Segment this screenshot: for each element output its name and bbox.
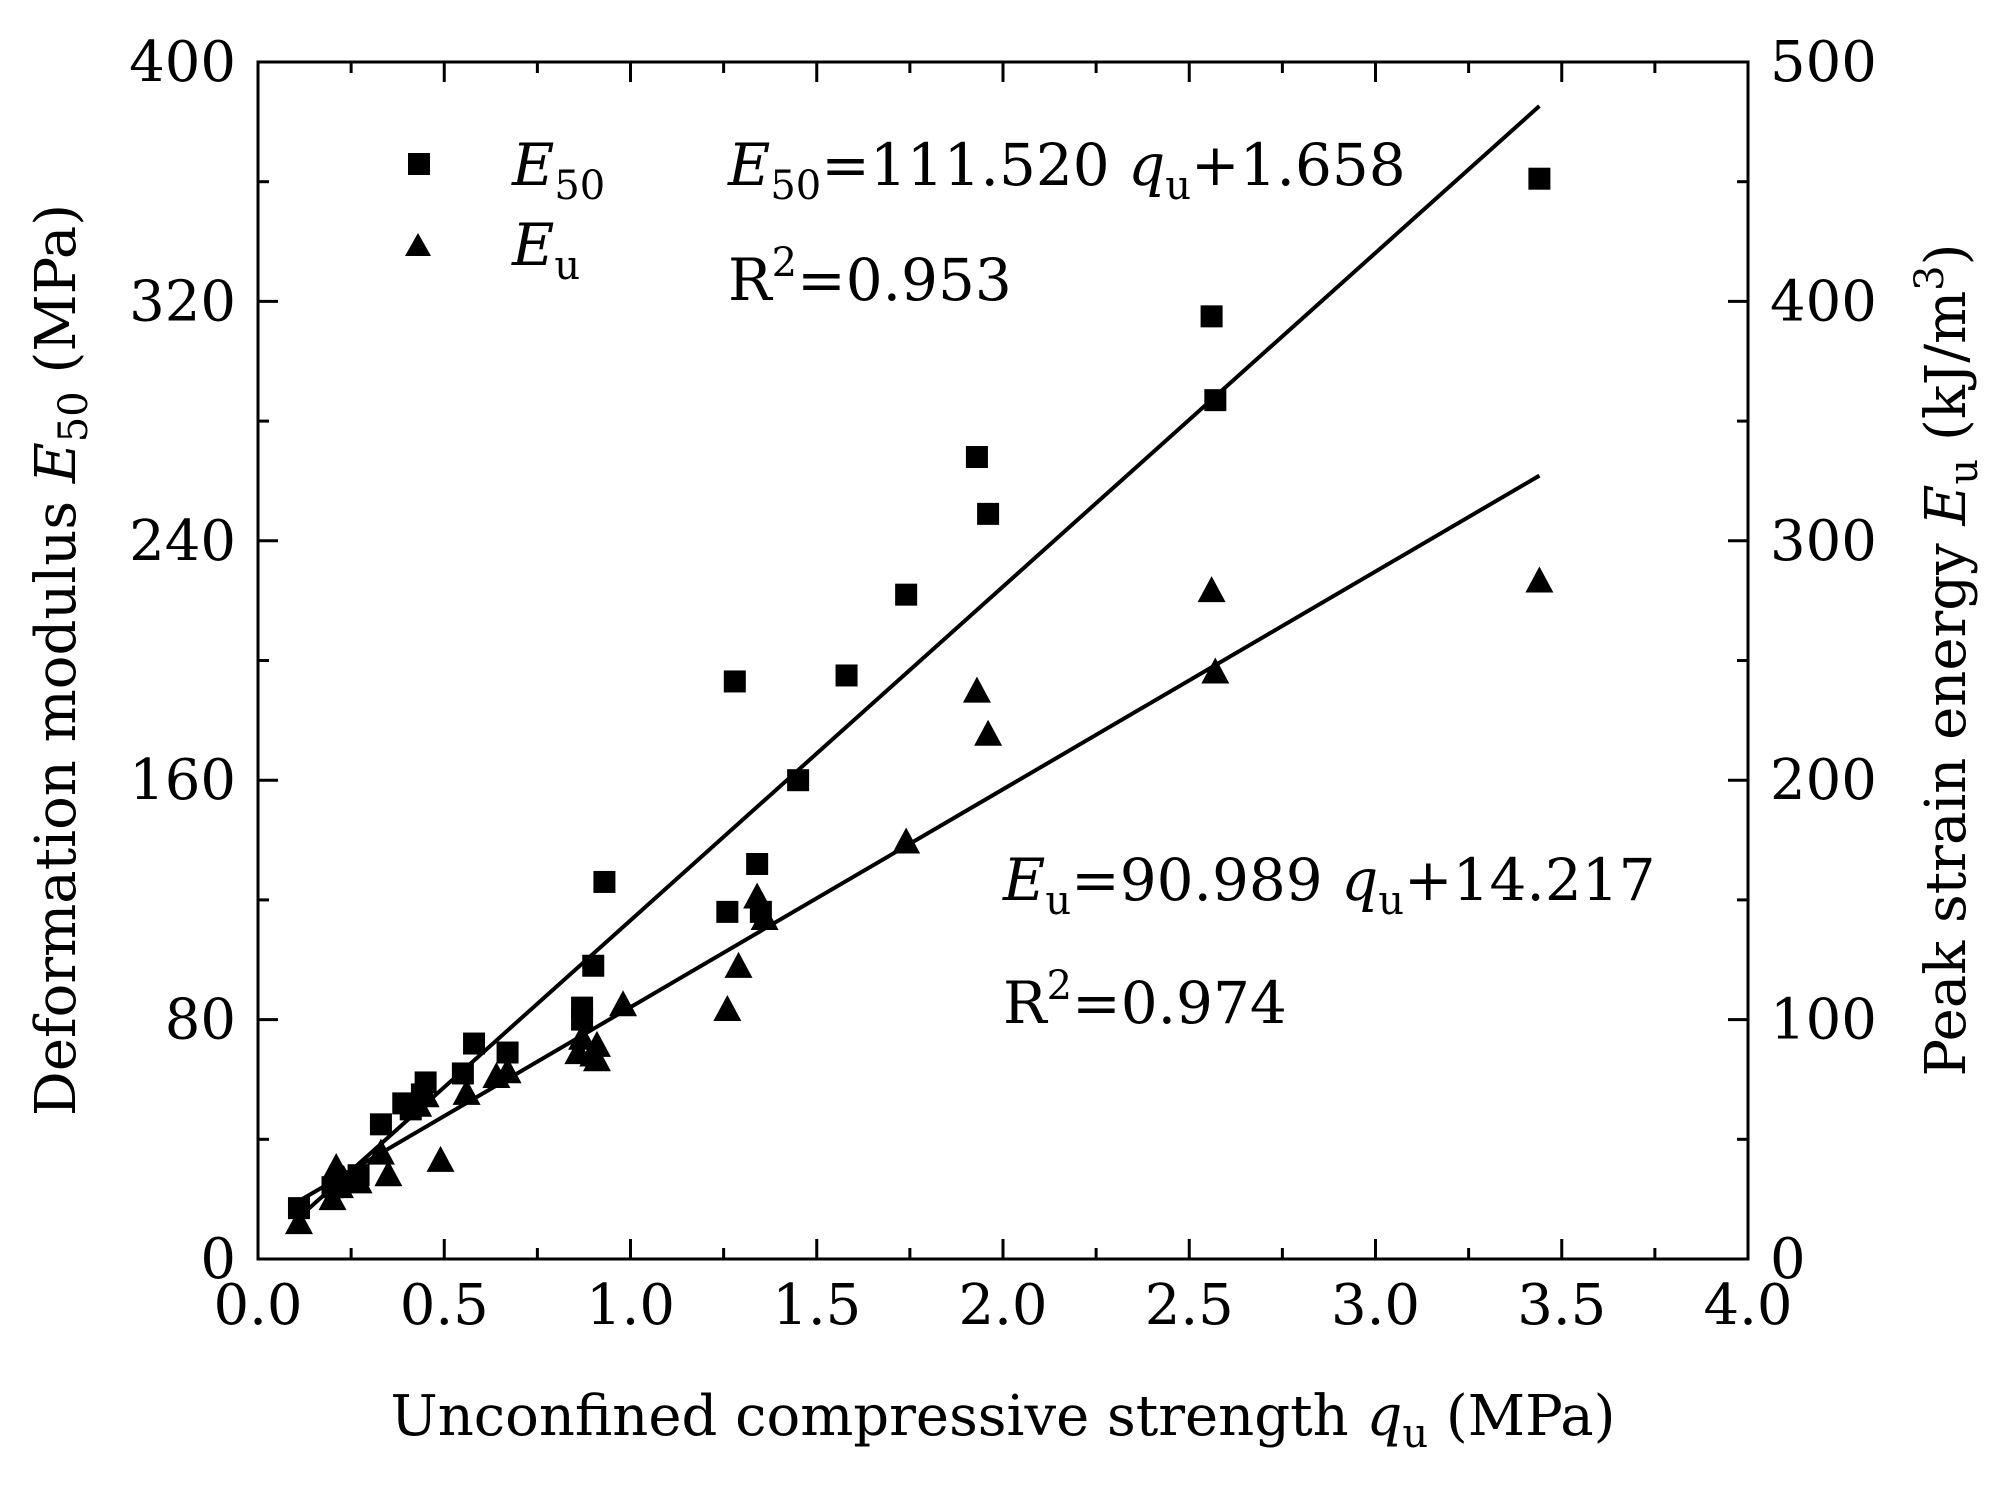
eu-r2: R2=0.974 <box>1003 963 1287 1037</box>
y-right-tick-label: 300 <box>1770 509 1877 574</box>
x-tick-label: 4.0 <box>1703 1273 1792 1338</box>
x-tick-label: 1.5 <box>772 1273 861 1338</box>
point-eu <box>582 1030 611 1057</box>
y-left-axis-title: Deformation modulus E50 (MPa) <box>24 204 97 1116</box>
legend-marker-square <box>408 153 430 175</box>
y-right-tick-label: 100 <box>1770 988 1877 1053</box>
point-eu <box>452 1078 481 1105</box>
point-e50 <box>977 502 1000 525</box>
y-right-tick-label: 500 <box>1770 30 1877 95</box>
point-e50 <box>571 996 594 1019</box>
point-e50 <box>965 446 988 469</box>
legend-label-eu: Eu <box>511 211 580 289</box>
x-tick-label: 3.5 <box>1517 1273 1606 1338</box>
x-axis-title: Unconfined compressive strength qu (MPa) <box>391 1384 1616 1457</box>
y-left-tick-label: 320 <box>129 269 236 334</box>
point-e50 <box>1204 389 1227 412</box>
y-left-tick-label: 160 <box>129 748 236 813</box>
point-eu <box>609 990 638 1017</box>
point-eu <box>713 995 742 1022</box>
legend-marker-triangle <box>405 233 431 256</box>
x-tick-label: 0.0 <box>213 1273 302 1338</box>
legend: E50 Eu <box>405 131 605 289</box>
point-e50 <box>593 870 616 893</box>
y-right-tick-label: 200 <box>1770 748 1877 813</box>
y-right-tick-label: 400 <box>1770 269 1877 334</box>
point-eu <box>568 1023 597 1050</box>
point-e50 <box>723 670 746 693</box>
point-eu <box>743 882 772 909</box>
e50-equation: E50=111.520 qu+1.658 <box>727 131 1406 209</box>
point-e50 <box>496 1041 519 1064</box>
y-right-tick-label: 0 <box>1770 1227 1806 1292</box>
point-eu <box>374 1160 403 1187</box>
point-eu <box>974 719 1003 746</box>
fit-line-eu <box>297 473 1541 1203</box>
point-e50 <box>451 1062 474 1085</box>
plot-frame <box>256 60 1750 1261</box>
point-eu <box>1525 566 1554 593</box>
x-tick-label: 2.5 <box>1145 1273 1234 1338</box>
point-eu <box>284 1208 313 1235</box>
point-e50 <box>787 769 810 792</box>
axis-ticks <box>256 60 1750 1261</box>
point-e50 <box>1528 167 1551 190</box>
point-eu <box>366 1138 395 1165</box>
x-tick-labels: 0.0 0.5 1.0 1.5 2.0 2.5 3.0 3.5 4.0 <box>213 1273 1792 1338</box>
fit-line-e50 <box>297 104 1541 1219</box>
point-e50 <box>835 664 858 687</box>
point-eu <box>344 1167 373 1194</box>
y-right-tick-labels: 0 100 200 300 400 500 <box>1770 30 1877 1292</box>
point-eu <box>411 1081 440 1108</box>
y-left-tick-labels: 0 80 160 240 320 400 <box>129 30 236 1292</box>
y-right-axis-title: Peak strain energy Eu (kJ/m3) <box>1907 244 1987 1077</box>
point-eu <box>493 1057 522 1084</box>
point-e50 <box>1200 305 1223 328</box>
x-tick-label: 1.0 <box>586 1273 675 1338</box>
point-eu <box>426 1145 455 1172</box>
y-left-tick-label: 80 <box>165 988 236 1053</box>
point-eu <box>892 827 921 854</box>
x-tick-label: 2.0 <box>958 1273 1047 1338</box>
point-eu <box>724 951 753 978</box>
x-tick-label: 0.5 <box>400 1273 489 1338</box>
point-e50 <box>716 900 739 923</box>
point-e50 <box>463 1032 486 1055</box>
point-eu <box>582 1045 611 1072</box>
e50-r2: R2=0.953 <box>728 240 1012 314</box>
y-left-tick-label: 240 <box>129 509 236 574</box>
y-left-tick-label: 0 <box>200 1227 236 1292</box>
point-e50 <box>582 954 605 977</box>
y-left-tick-label: 400 <box>129 30 236 95</box>
eu-equation: Eu=90.989 qu+14.217 <box>1002 846 1656 924</box>
x-tick-label: 3.0 <box>1331 1273 1420 1338</box>
point-eu <box>962 676 991 703</box>
legend-label-e50: E50 <box>511 131 605 209</box>
point-eu <box>1201 657 1230 684</box>
point-e50 <box>895 583 918 606</box>
point-eu <box>1197 576 1226 603</box>
point-e50 <box>746 852 769 875</box>
point-eu <box>750 904 779 931</box>
point-e50 <box>369 1113 392 1136</box>
data-points <box>284 167 1554 1235</box>
